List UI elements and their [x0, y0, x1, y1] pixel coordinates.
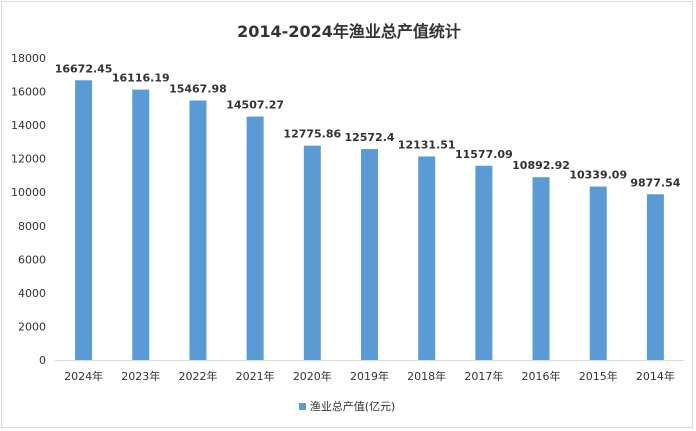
y-tick-label: 8000 [18, 220, 46, 233]
x-tick-label: 2015年 [579, 369, 618, 383]
bar [646, 194, 664, 360]
bar [75, 80, 93, 360]
bar [303, 145, 321, 360]
x-tick-label: 2019年 [350, 369, 389, 383]
y-tick-label: 2000 [18, 320, 46, 333]
bar [246, 116, 264, 360]
bar [189, 100, 207, 361]
data-label: 15467.98 [169, 82, 227, 95]
y-tick-label: 16000 [11, 86, 46, 99]
data-label: 16116.19 [112, 72, 170, 85]
data-label: 12572.4 [344, 131, 394, 144]
data-label: 12775.86 [283, 128, 341, 141]
data-label: 10339.09 [569, 169, 627, 182]
bar [475, 165, 493, 360]
x-tick-label: 2024年 [64, 369, 103, 383]
data-label: 10892.92 [512, 159, 570, 172]
y-tick-label: 0 [39, 354, 46, 367]
y-tick-label: 4000 [18, 287, 46, 300]
x-tick-label: 2018年 [407, 369, 446, 383]
x-tick-label: 2017年 [464, 369, 503, 383]
bar [589, 186, 607, 360]
bar [418, 156, 436, 360]
legend-swatch [298, 402, 306, 410]
data-label: 11577.09 [455, 148, 513, 161]
data-label: 14507.27 [226, 99, 284, 112]
x-tick-label: 2020年 [293, 369, 332, 383]
x-tick-label: 2022年 [178, 369, 217, 383]
legend: 渔业总产值(亿元) [0, 398, 694, 414]
y-tick-label: 10000 [11, 186, 46, 199]
y-tick-label: 18000 [11, 52, 46, 65]
bar [361, 149, 378, 360]
bar [532, 177, 550, 360]
x-tick-label: 2014年 [636, 369, 675, 383]
data-label: 12131.51 [398, 138, 456, 151]
y-tick-label: 12000 [11, 153, 46, 166]
y-tick-label: 14000 [11, 119, 46, 132]
x-tick-label: 2021年 [236, 369, 275, 383]
x-tick-label: 2023年 [121, 369, 160, 383]
data-label: 9877.54 [630, 176, 680, 189]
x-tick-label: 2016年 [522, 369, 561, 383]
y-tick-label: 6000 [18, 253, 46, 266]
bar [132, 89, 150, 361]
chart-title: 2014-2024年渔业总产值统计 [237, 22, 461, 41]
data-label: 16672.45 [55, 62, 113, 75]
legend-label: 渔业总产值(亿元) [309, 400, 396, 413]
